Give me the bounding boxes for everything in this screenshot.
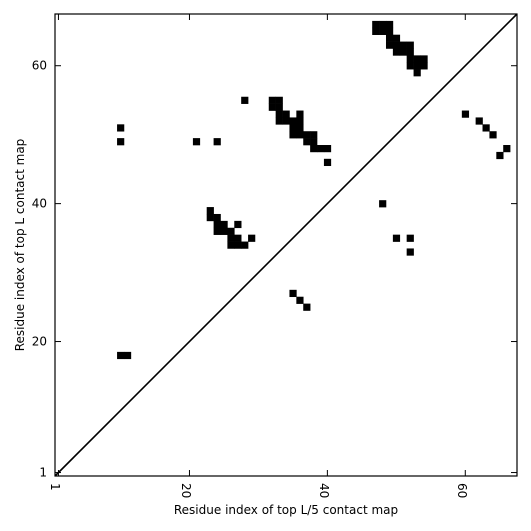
contact-cell-upper xyxy=(296,131,304,139)
contact-cell-upper xyxy=(275,103,283,111)
contact-cell-upper xyxy=(213,227,221,235)
contact-cell-upper xyxy=(310,145,318,153)
contact-cell-upper xyxy=(241,96,249,104)
contact-cell-lower xyxy=(461,110,470,118)
contact-cell-lower xyxy=(489,131,497,139)
contact-cell-upper xyxy=(406,41,414,49)
contact-cell-upper xyxy=(420,55,428,63)
contact-cell-upper xyxy=(296,124,304,132)
contact-cell-upper xyxy=(227,227,235,235)
contact-cell-upper xyxy=(413,55,421,63)
contact-cell-upper xyxy=(123,351,132,360)
x-axis-label: Residue index of top L/5 contact map xyxy=(174,503,398,517)
y-tick-label: 60 xyxy=(32,59,47,73)
contact-cell-upper xyxy=(275,96,283,104)
contact-cell-lower xyxy=(392,234,401,242)
contact-cell-lower xyxy=(296,296,304,304)
contact-cell-upper xyxy=(385,41,394,49)
contact-cell-upper xyxy=(227,241,235,249)
contact-cells xyxy=(117,20,511,360)
contact-cell-upper xyxy=(372,20,380,29)
contact-cell-upper xyxy=(227,234,235,242)
axis-ticks: 1 20 40 60 1 20 40 60 xyxy=(32,14,517,498)
diagonal-line xyxy=(54,13,518,477)
contact-cell-upper xyxy=(234,220,242,229)
contact-cell-lower xyxy=(482,124,490,132)
y-tick-label: 40 xyxy=(32,197,47,211)
x-tick-label: 40 xyxy=(317,483,331,498)
contact-cell-upper xyxy=(248,234,256,242)
contact-cell-upper xyxy=(413,69,421,77)
contact-cell-lower xyxy=(406,248,414,256)
y-axis-label: Residue index of top L contact map xyxy=(13,139,27,352)
contact-cell-upper xyxy=(379,27,387,35)
contact-cell-upper xyxy=(289,117,297,125)
x-tick-label: 1 xyxy=(48,483,62,491)
contact-cell-upper xyxy=(268,103,276,111)
contact-cell-upper xyxy=(406,48,414,56)
contact-cell-upper xyxy=(392,48,401,56)
contact-cell-upper xyxy=(117,124,125,132)
x-tick-label: 20 xyxy=(179,483,193,498)
contact-cell-upper xyxy=(310,138,318,146)
contact-cell-upper xyxy=(234,234,242,242)
contact-cell-upper xyxy=(323,145,332,153)
y-tick-label: 1 xyxy=(39,466,47,480)
contact-cell-upper xyxy=(310,131,318,139)
contact-cell-upper xyxy=(379,20,387,29)
contact-cell-upper xyxy=(303,131,311,139)
contact-cell-lower xyxy=(496,151,504,160)
contact-cell-upper xyxy=(372,27,380,35)
contact-cell-lower xyxy=(406,234,414,242)
contact-cell-upper xyxy=(213,220,221,229)
contact-cell-upper xyxy=(117,351,125,360)
contact-cell-upper xyxy=(234,241,242,249)
contact-cell-upper xyxy=(392,34,401,42)
contact-cell-upper xyxy=(406,62,414,70)
contact-cell-upper xyxy=(241,241,249,249)
contact-cell-lower xyxy=(475,117,483,125)
contact-cell-upper xyxy=(192,138,201,146)
contact-cell-upper xyxy=(275,110,283,118)
contact-cell-upper xyxy=(296,110,304,118)
contact-cell-upper xyxy=(420,62,428,70)
contact-cell-upper xyxy=(206,207,214,215)
contact-cell-upper xyxy=(303,138,311,146)
contact-cell-upper xyxy=(385,27,394,35)
contact-cell-upper xyxy=(289,131,297,139)
contact-cell-upper xyxy=(275,117,283,125)
contact-cell-upper xyxy=(282,110,290,118)
contact-cell-upper xyxy=(213,138,221,146)
contact-cell-upper xyxy=(213,213,221,222)
contact-cell-upper xyxy=(323,158,332,167)
contact-cell-upper xyxy=(385,20,394,29)
contact-cell-upper xyxy=(317,145,325,153)
contact-cell-upper xyxy=(413,62,421,70)
contact-cell-upper xyxy=(296,117,304,125)
contact-cell-upper xyxy=(406,55,414,63)
contact-cell-lower xyxy=(379,200,387,208)
contact-cell-upper xyxy=(392,41,401,49)
plot-frame xyxy=(54,13,518,477)
y-tick-label: 20 xyxy=(32,335,47,349)
contact-cell-upper xyxy=(399,41,407,49)
contact-cell-upper xyxy=(289,124,297,132)
contact-cell-upper xyxy=(117,138,125,146)
contact-cell-lower xyxy=(289,289,297,298)
contact-cell-upper xyxy=(206,213,214,222)
x-tick-label: 60 xyxy=(455,483,469,498)
contact-cell-upper xyxy=(399,48,407,56)
contact-cell-lower xyxy=(303,303,311,311)
contact-cell-upper xyxy=(220,227,228,235)
contact-cell-upper xyxy=(268,96,276,104)
contact-cell-upper xyxy=(385,34,394,42)
contact-cell-lower xyxy=(503,145,511,153)
contact-cell-upper xyxy=(282,117,290,125)
contact-cell-upper xyxy=(220,220,228,229)
